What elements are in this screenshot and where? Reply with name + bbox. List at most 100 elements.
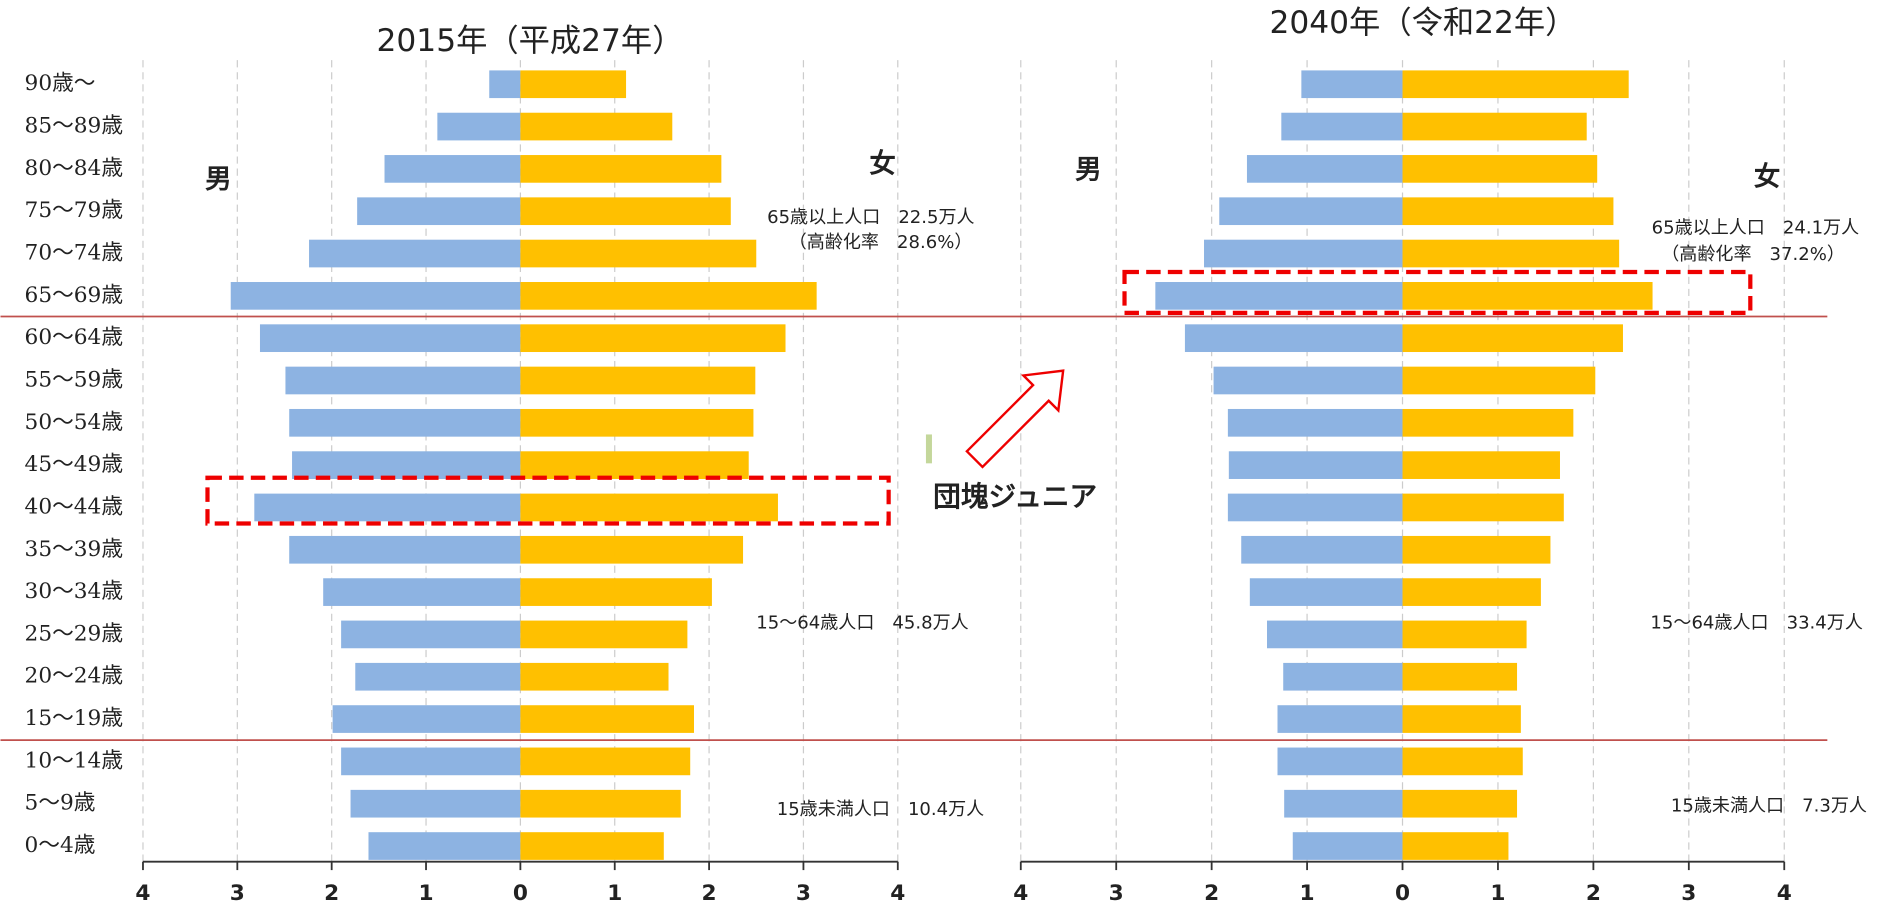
x-tick-label: 0 <box>1395 881 1410 905</box>
bar <box>1184 324 1403 353</box>
bar <box>259 324 521 353</box>
bar <box>1402 197 1614 226</box>
bar <box>520 366 756 395</box>
category-label: 50〜54歳 <box>25 410 123 435</box>
annotation: （高齢化率 37.2%） <box>1661 244 1845 265</box>
bar <box>1284 789 1403 818</box>
annotation: 15歳未満人口 7.3万人 <box>1671 795 1867 816</box>
bar <box>1249 578 1403 606</box>
annotation: 15歳未満人口 10.4万人 <box>777 799 985 820</box>
arrow <box>965 369 1065 469</box>
x-tick-label: 4 <box>1777 881 1792 905</box>
bar <box>1402 705 1521 733</box>
x-tick-label: 3 <box>1681 881 1696 905</box>
marks-layer <box>230 70 1653 860</box>
bar <box>1227 408 1403 437</box>
annotation: 15〜64歳人口 45.8万人 <box>756 612 968 633</box>
chart-title: 2040年（令和22年） <box>1269 5 1576 41</box>
x-tick-label: 3 <box>230 881 245 905</box>
x-tick-label: 2 <box>1204 881 1219 905</box>
category-label: 45〜49歳 <box>25 452 123 477</box>
x-tick-label: 2 <box>1586 881 1601 905</box>
category-label: 15〜19歳 <box>25 706 123 731</box>
category-label: 90歳〜 <box>25 71 96 96</box>
bar <box>332 705 521 733</box>
category-label: 10〜14歳 <box>25 748 123 773</box>
x-tick-label: 3 <box>1109 881 1124 905</box>
bar <box>1402 155 1598 183</box>
x-tick-label: 2 <box>324 881 339 905</box>
bar <box>489 70 521 99</box>
annotation: 15〜64歳人口 33.4万人 <box>1650 612 1862 633</box>
x-tick-label: 1 <box>1300 881 1315 905</box>
bar <box>520 408 754 437</box>
bar <box>1402 620 1527 649</box>
sex-label: 男 <box>1075 154 1101 185</box>
category-label: 40〜44歳 <box>25 494 123 519</box>
x-tick-label: 1 <box>607 881 622 905</box>
x-tick-label: 4 <box>890 881 905 905</box>
bar <box>1267 620 1403 649</box>
highlight-box <box>205 475 891 526</box>
bar <box>1277 747 1403 776</box>
sex-label: 女 <box>869 148 895 179</box>
category-label: 70〜74歳 <box>25 241 123 266</box>
category-label: 20〜24歳 <box>25 664 123 689</box>
bar <box>520 282 817 310</box>
bar <box>1204 239 1403 268</box>
category-label: 5〜9歳 <box>25 791 96 816</box>
bar <box>1292 832 1403 860</box>
bar <box>289 408 521 437</box>
bar <box>1402 408 1574 437</box>
bar <box>323 578 521 606</box>
bar <box>520 705 694 733</box>
bar <box>1227 493 1403 522</box>
decoration <box>925 434 932 464</box>
bar <box>520 578 712 606</box>
bar <box>1402 112 1587 141</box>
bar <box>1402 535 1551 564</box>
bar <box>520 239 757 268</box>
bar <box>1213 366 1403 395</box>
bar <box>1281 112 1403 141</box>
category-label: 30〜34歳 <box>25 579 123 604</box>
bar <box>1241 535 1403 564</box>
category-label: 65〜69歳 <box>25 283 123 308</box>
bar <box>1283 662 1403 691</box>
bar <box>520 112 673 141</box>
bar <box>1228 451 1403 479</box>
bar <box>1402 578 1541 606</box>
bar <box>1402 70 1629 99</box>
bar <box>520 832 664 860</box>
x-tick-label: 1 <box>418 881 433 905</box>
x-tick-label: 4 <box>1013 881 1028 905</box>
bar <box>520 197 731 226</box>
bar <box>341 747 521 776</box>
category-label: 0〜4歳 <box>25 833 96 858</box>
bar <box>1277 705 1403 733</box>
x-tick-label: 2 <box>702 881 717 905</box>
bar <box>1402 451 1560 479</box>
bar <box>1246 155 1403 183</box>
bar <box>520 747 691 776</box>
bar <box>520 789 681 818</box>
bar <box>368 832 521 860</box>
category-label: 55〜59歳 <box>25 367 123 392</box>
bar <box>520 155 722 183</box>
category-label: 80〜84歳 <box>25 156 123 181</box>
bar <box>1402 789 1518 818</box>
bar <box>357 197 521 226</box>
bar <box>520 535 744 564</box>
x-tick-label: 1 <box>1490 881 1505 905</box>
category-label: 25〜29歳 <box>25 621 123 646</box>
x-tick-label: 0 <box>513 881 528 905</box>
bar <box>384 155 521 183</box>
bar <box>289 535 521 564</box>
x-tick-label: 3 <box>796 881 811 905</box>
bar <box>520 662 669 691</box>
category-label: 35〜39歳 <box>25 537 123 562</box>
bar <box>341 620 521 649</box>
bar <box>1402 662 1518 691</box>
bar <box>1219 197 1403 226</box>
